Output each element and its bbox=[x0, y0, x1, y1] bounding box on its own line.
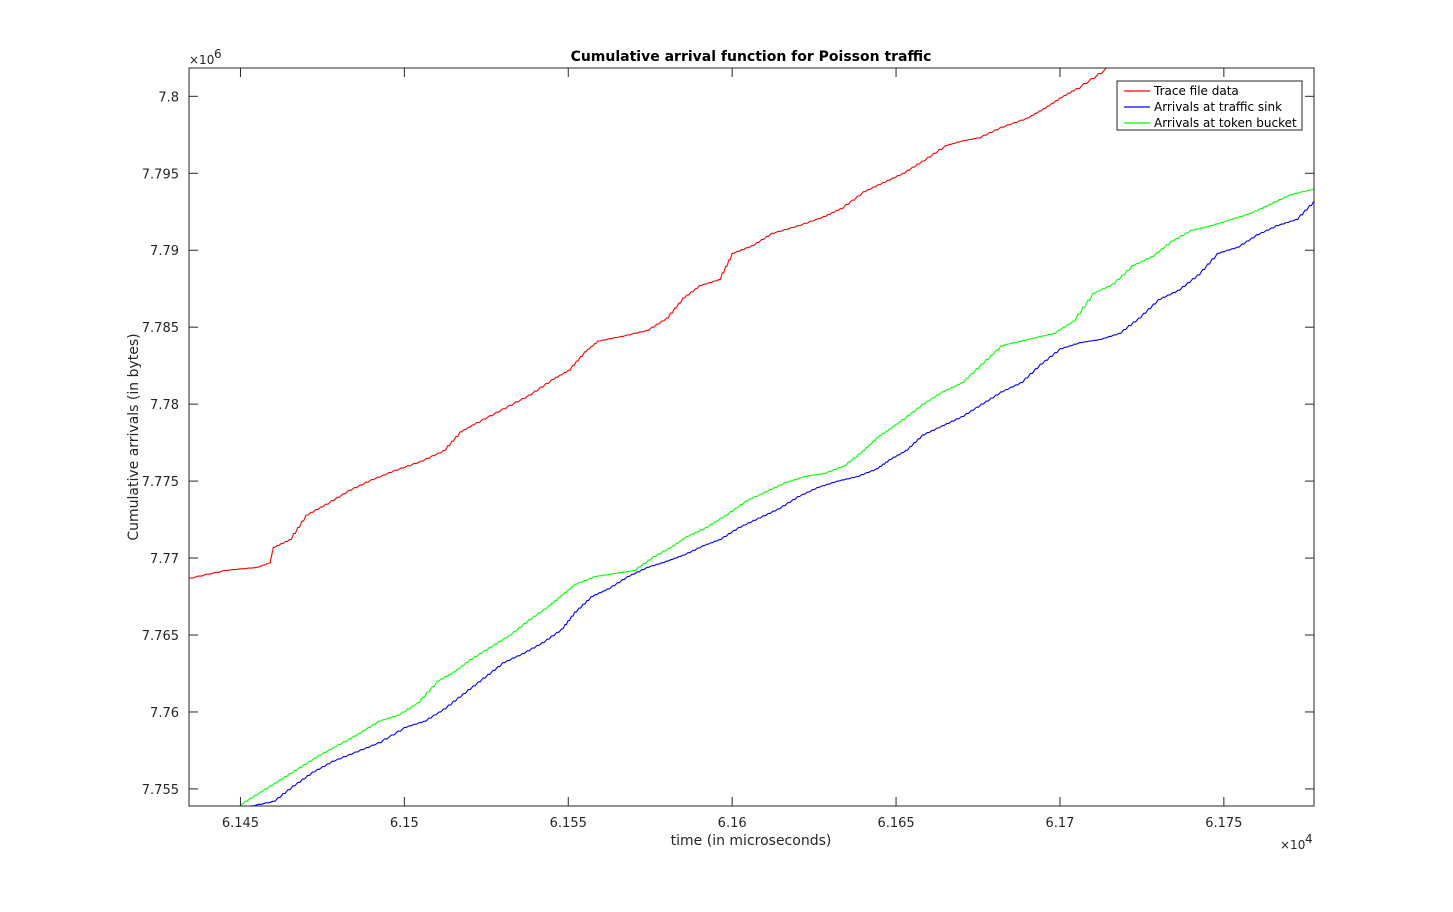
x-exponent-base: ×10 bbox=[1280, 838, 1305, 852]
x-tick-label: 6.16 bbox=[718, 816, 747, 831]
legend-label: Arrivals at traffic sink bbox=[1154, 100, 1282, 114]
series-line-1 bbox=[189, 68, 1107, 579]
y-exponent: ×10 6 bbox=[189, 47, 222, 67]
series-line-2 bbox=[248, 200, 1314, 806]
y-tick-label: 7.8 bbox=[158, 90, 179, 105]
y-tick-label: 7.775 bbox=[142, 475, 179, 490]
x-tick-label: 6.155 bbox=[550, 816, 587, 831]
y-tick-label: 7.77 bbox=[150, 552, 179, 567]
y-exponent-power: 6 bbox=[214, 47, 222, 61]
y-exponent-base: ×10 bbox=[189, 53, 214, 67]
x-tick-label: 6.15 bbox=[390, 816, 419, 831]
y-tick-label: 7.76 bbox=[150, 706, 179, 721]
y-tick-label: 7.765 bbox=[142, 629, 179, 644]
y-tick-label: 7.79 bbox=[150, 244, 179, 259]
chart-title: Cumulative arrival function for Poisson … bbox=[571, 49, 932, 65]
series-line-3 bbox=[240, 188, 1314, 805]
x-exponent-power: 4 bbox=[1305, 832, 1313, 846]
x-exponent: ×10 4 bbox=[1280, 832, 1313, 852]
legend-box bbox=[1116, 80, 1303, 131]
plot-area bbox=[189, 68, 1314, 806]
y-tick-label: 7.755 bbox=[142, 783, 179, 798]
y-axis-ticks: 7.755 7.76 7.765 7.77 7.775 7.78 7.785 7.79 7.79… bbox=[142, 90, 1314, 798]
legend: Trace file data Arrivals at traffic sink A… bbox=[1116, 80, 1303, 131]
x-tick-label: 6.165 bbox=[877, 816, 914, 831]
legend-label: Arrivals at token bucket bbox=[1154, 116, 1297, 130]
y-axis-label: Cumulative arrivals (in bytes) bbox=[126, 333, 142, 540]
series-group bbox=[189, 68, 1314, 806]
legend-label: Trace file data bbox=[1153, 84, 1239, 98]
y-tick-label: 7.795 bbox=[142, 167, 179, 182]
axes-box bbox=[188, 67, 1315, 807]
y-tick-label: 7.785 bbox=[142, 321, 179, 336]
x-axis-ticks: 6.145 6.15 6.155 6.16 6.165 6.17 6.175 bbox=[222, 68, 1242, 831]
x-axis-label: time (in microseconds) bbox=[671, 833, 832, 849]
x-tick-label: 6.145 bbox=[222, 816, 259, 831]
x-tick-label: 6.17 bbox=[1045, 816, 1074, 831]
x-tick-label: 6.175 bbox=[1205, 816, 1242, 831]
y-tick-label: 7.78 bbox=[150, 398, 179, 413]
